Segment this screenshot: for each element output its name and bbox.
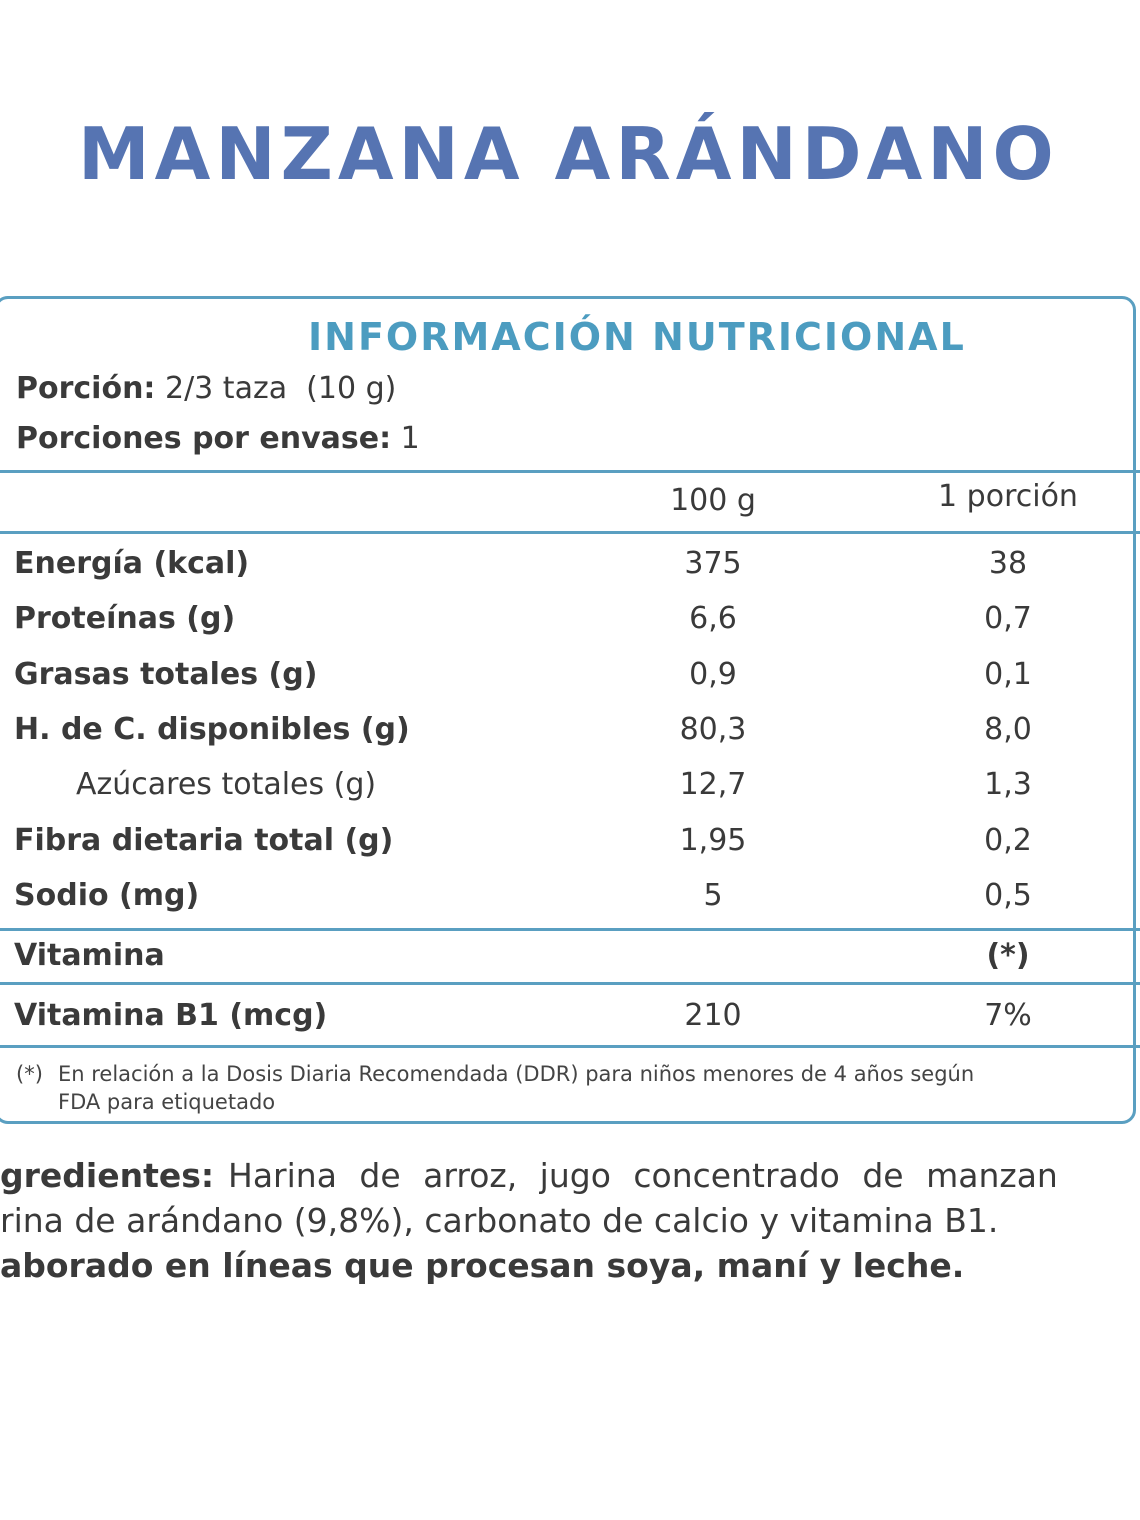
row-value: 0,9 (689, 656, 737, 692)
divider (0, 531, 1140, 534)
row-value: 80,3 (679, 711, 747, 747)
row-value: 0,2 (984, 822, 1032, 858)
footnote: En relación a la Dosis Diaria Recomendad… (58, 1062, 975, 1086)
row-value: 0,7 (984, 601, 1032, 637)
ingredients-label: gredientes: (0, 1156, 215, 1195)
row-value: 1,95 (679, 822, 747, 858)
serving-label: Porción: (16, 371, 156, 406)
row-value: 0,5 (984, 877, 1032, 913)
divider (0, 470, 1140, 473)
nutrition-box (0, 296, 1136, 1124)
servings-per-container: Porciones por envase: 1 (16, 424, 420, 454)
row-label: Fibra dietaria total (g) (14, 822, 394, 858)
footnote-marker: (*) (16, 1062, 43, 1086)
row-value: 8,0 (984, 711, 1032, 747)
row-value: 7% (984, 998, 1032, 1033)
row-value: 1,3 (984, 767, 1032, 803)
row-value: 210 (684, 998, 742, 1033)
ingredients-text: Harina de arroz, jugo concentrado de man… (228, 1156, 1058, 1195)
vitamin-header-note: (*) (986, 938, 1030, 973)
servings-label: Porciones por envase: (16, 421, 392, 456)
divider (0, 982, 1140, 985)
table-title: INFORMACIÓN NUTRICIONAL (308, 315, 966, 359)
row-label: Azúcares totales (g) (76, 767, 377, 803)
ingredients-text: rina de arándano (9,8%), carbonato de ca… (0, 1201, 999, 1240)
serving-value: 2/3 taza (10 g) (164, 371, 397, 406)
divider (0, 928, 1140, 931)
row-value: 0,1 (984, 656, 1032, 692)
row-value: 12,7 (679, 767, 747, 803)
column-header: 1 porción (938, 479, 1078, 514)
row-value: 38 (988, 546, 1028, 581)
row-label: Sodio (mg) (14, 877, 200, 913)
footnote: FDA para etiquetado (58, 1090, 276, 1114)
row-label: Grasas totales (g) (14, 656, 318, 692)
row-label: Vitamina B1 (mcg) (14, 998, 328, 1033)
divider (0, 1045, 1140, 1048)
column-header: 100 g (670, 483, 756, 518)
product-title: MANZANA ARÁNDANO (78, 112, 1059, 196)
vitamin-header: Vitamina (14, 938, 165, 973)
row-label: Energía (kcal) (14, 546, 250, 581)
row-value: 6,6 (689, 601, 737, 637)
allergens: aborado en líneas que procesan soya, man… (0, 1246, 965, 1285)
row-label: Proteínas (g) (14, 601, 236, 637)
row-label: H. de C. disponibles (g) (14, 711, 410, 747)
serving: Porción: 2/3 taza (10 g) (16, 374, 396, 404)
row-value: 5 (703, 877, 723, 913)
row-value: 375 (684, 546, 742, 581)
servings-value: 1 (400, 421, 420, 456)
